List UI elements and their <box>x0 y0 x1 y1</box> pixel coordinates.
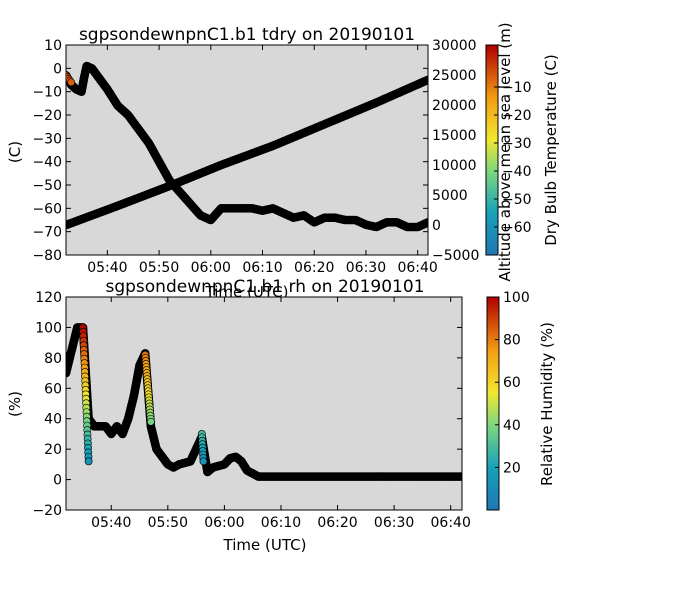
tdry-secondary-y-ticks: 30000 25000 20000 15000 10000 5000 0 −5000 <box>432 38 479 264</box>
rh-ylabel: (%) <box>6 391 24 417</box>
rh-xlabel: Time (UTC) <box>223 536 307 554</box>
colorbar-tick-label: −10 <box>502 80 532 96</box>
colorbar-tick-label: −30 <box>502 136 532 152</box>
y-tick-label: 100 <box>35 320 62 336</box>
rh-colorbar-label: Relative Humidity (%) <box>538 322 556 486</box>
x-tick-label: 06:00 <box>204 515 244 531</box>
secondary-y-tick-label: 5000 <box>432 188 468 204</box>
colorbar-tick-label: −40 <box>502 164 532 180</box>
secondary-y-tick-label: 10000 <box>432 158 477 174</box>
y-tick-label: 80 <box>44 351 62 367</box>
y-tick-label: 0 <box>53 61 62 77</box>
colorbar-tick-label: 20 <box>503 460 521 476</box>
x-tick-label: 05:40 <box>91 515 131 531</box>
y-tick-label: 40 <box>44 412 62 428</box>
data-point <box>84 457 93 466</box>
rh-series <box>66 323 462 481</box>
y-tick-label: −80 <box>32 248 62 264</box>
tdry-altitude-series <box>66 75 428 230</box>
x-tick-label: 06:00 <box>191 260 231 276</box>
x-tick-label: 05:50 <box>148 515 188 531</box>
y-tick-label: −10 <box>32 85 62 101</box>
rh-y-ticks: 120 100 80 60 40 20 0 −20 <box>32 290 462 519</box>
tdry-title: sgpsondewnpnC1.b1 tdry on 20190101 <box>79 25 415 45</box>
tdry-temperature-series <box>66 61 428 232</box>
data-point <box>199 457 208 466</box>
colorbar-tick-label: 60 <box>503 375 521 391</box>
data-point <box>67 78 76 87</box>
y-tick-label: −20 <box>32 503 62 519</box>
y-tick-label: −50 <box>32 178 62 194</box>
tdry-plot-area <box>65 44 429 256</box>
y-tick-label: 120 <box>35 290 62 306</box>
x-tick-label: 06:30 <box>346 260 386 276</box>
tdry-colorbar <box>485 44 499 256</box>
tdry-secondary-ylabel: Altitude above mean sea level (m) <box>496 22 514 281</box>
x-tick-label: 05:50 <box>139 260 179 276</box>
x-tick-label: 06:40 <box>397 260 437 276</box>
data-point <box>423 75 428 85</box>
y-tick-label: −30 <box>32 131 62 147</box>
tdry-y-ticks: 10 0 −10 −20 −30 −40 −50 −60 −70 −80 <box>32 38 428 264</box>
y-tick-label: −20 <box>32 108 62 124</box>
rh-title: sgpsondewnpnC1.b1 rh on 20190101 <box>105 277 424 297</box>
secondary-y-tick-label: 25000 <box>432 68 477 84</box>
colorbar-tick-label: −60 <box>502 220 532 236</box>
x-tick-label: 06:20 <box>294 260 334 276</box>
x-tick-label: 05:40 <box>87 260 127 276</box>
y-tick-label: −70 <box>32 225 62 241</box>
y-tick-label: 60 <box>44 381 62 397</box>
rh-x-ticks: 05:40 05:50 06:00 06:10 06:20 06:30 06:40 <box>91 297 471 531</box>
x-tick-label: 06:10 <box>242 260 282 276</box>
colorbar-tick-label: 80 <box>503 333 521 349</box>
tdry-colorbar-label: Dry Bulb Temperature (C) <box>542 54 560 246</box>
colorbar-tick-label: −50 <box>502 192 532 208</box>
data-point <box>146 417 155 426</box>
x-tick-label: 06:40 <box>431 515 471 531</box>
y-tick-label: 10 <box>44 38 62 54</box>
x-tick-label: 06:10 <box>261 515 301 531</box>
rh-colorbar <box>486 296 500 511</box>
x-tick-label: 06:30 <box>374 515 414 531</box>
tdry-x-ticks: 05:40 05:50 06:00 06:10 06:20 06:30 06:40 <box>87 45 438 276</box>
x-tick-label: 06:20 <box>317 515 357 531</box>
y-tick-label: −40 <box>32 155 62 171</box>
colorbar-tick-label: 40 <box>503 418 521 434</box>
y-tick-label: −60 <box>32 201 62 217</box>
data-point <box>423 218 428 227</box>
y-tick-label: 0 <box>53 473 62 489</box>
rh-chart: sgpsondewnpnC1.b1 rh on 20190101 120 100 8… <box>6 277 556 554</box>
tdry-colorbar-ticks: −60 −50 −40 −30 −20 −10 <box>494 80 532 236</box>
secondary-y-tick-label: 20000 <box>432 98 477 114</box>
secondary-y-tick-label: 0 <box>432 218 441 234</box>
y-tick-label: 20 <box>44 442 62 458</box>
data-point <box>457 472 462 481</box>
tdry-chart: sgpsondewnpnC1.b1 tdry on 20190101 10 0 −1… <box>6 22 560 301</box>
rh-colorbar-ticks: 100 80 60 40 20 <box>495 290 530 476</box>
tdry-ylabel: (C) <box>6 141 24 163</box>
secondary-y-tick-label: 15000 <box>432 128 477 144</box>
colorbar-tick-label: −20 <box>502 108 532 124</box>
secondary-y-tick-label: 30000 <box>432 38 477 54</box>
secondary-y-tick-label: −5000 <box>432 248 479 264</box>
colorbar-tick-label: 100 <box>503 290 530 306</box>
